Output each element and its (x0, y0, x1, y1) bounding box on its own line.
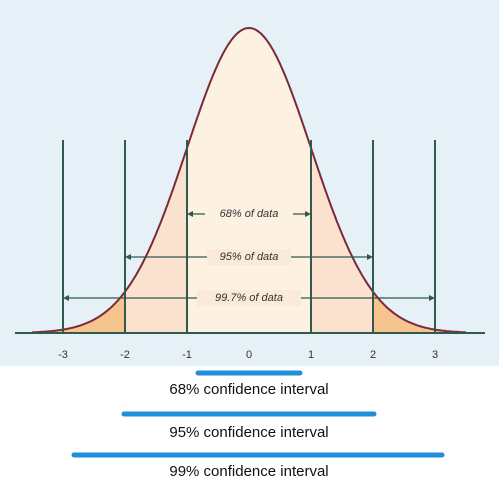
tail-area (373, 291, 466, 333)
axis-label: 0 (246, 349, 252, 361)
arrow-head (63, 295, 69, 301)
interval-label: 95% confidence interval (169, 424, 328, 441)
axis-label: -3 (58, 349, 68, 361)
arrow-head (187, 211, 193, 217)
axis-label: 3 (432, 349, 438, 361)
range-label: 95% of data (220, 251, 279, 263)
arrow-head (429, 295, 435, 301)
interval-label: 68% confidence interval (169, 381, 328, 398)
tail-area (32, 291, 125, 333)
interval-label: 99% confidence interval (169, 463, 328, 480)
bell-curve (32, 26, 466, 334)
axis-label: -1 (182, 349, 192, 361)
label-background (205, 206, 293, 222)
axis-label: 1 (308, 349, 314, 361)
arrow-head (367, 254, 373, 260)
arrow-head (305, 211, 311, 217)
axis-label: 2 (370, 349, 376, 361)
arrow-head (125, 254, 131, 260)
axis-label: -2 (120, 349, 130, 361)
range-label: 99.7% of data (215, 292, 283, 304)
labels: -3 -2 -1 0 1 2 3 68% of data 95% of data 99.7% of… (58, 206, 445, 480)
range-label: 68% of data (220, 208, 279, 220)
label-background (207, 249, 291, 265)
label-background (197, 290, 301, 306)
